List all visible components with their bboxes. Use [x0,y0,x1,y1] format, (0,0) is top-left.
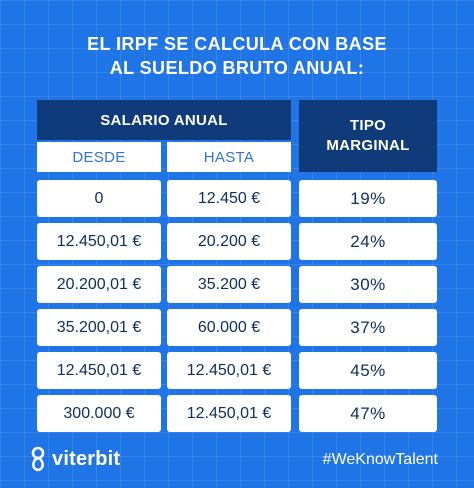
desde-cell: 0 [37,180,161,217]
hasta-cell: 60.000 € [167,309,291,346]
salario-anual-header: SALARIO ANUAL [37,100,291,140]
hasta-cell: 35.200 € [167,266,291,303]
hasta-cell: 20.200 € [167,223,291,260]
tipo-header-line-2: MARGINAL [326,137,410,154]
tipo-marginal-header: TIPO MARGINAL [299,100,437,172]
hasta-cell: 12.450,01 € [167,395,291,432]
desde-cell: 12.450,01 € [37,352,161,389]
tipo-cell: 45% [299,352,437,389]
desde-cell: 20.200,01 € [37,266,161,303]
tipo-cell: 47% [299,395,437,432]
hasta-column-header: HASTA [167,142,291,172]
hashtag: #WeKnowTalent [322,451,438,468]
viterbit-logo: viterbit [30,446,120,472]
desde-cell: 35.200,01 € [37,309,161,346]
desde-cell: 12.450,01 € [37,223,161,260]
hasta-cell: 12.450,01 € [167,352,291,389]
desde-cell: 300.000 € [37,395,161,432]
tipo-cell: 30% [299,266,437,303]
tipo-cell: 19% [299,180,437,217]
tipo-header-line-1: TIPO [349,117,387,134]
desde-column-header: DESDE [37,142,161,172]
brand-name: viterbit [52,447,121,470]
hasta-cell: 12.450 € [167,180,291,217]
tipo-cell: 37% [299,309,437,346]
tipo-cell: 24% [299,223,437,260]
viterbit-logo-icon [31,446,45,472]
page-title: EL IRPF SE CALCULA CON BASE AL SUELDO BR… [0,32,474,80]
title-line-2: AL SUELDO BRUTO ANUAL: [109,58,365,78]
title-line-1: EL IRPF SE CALCULA CON BASE [87,34,387,54]
